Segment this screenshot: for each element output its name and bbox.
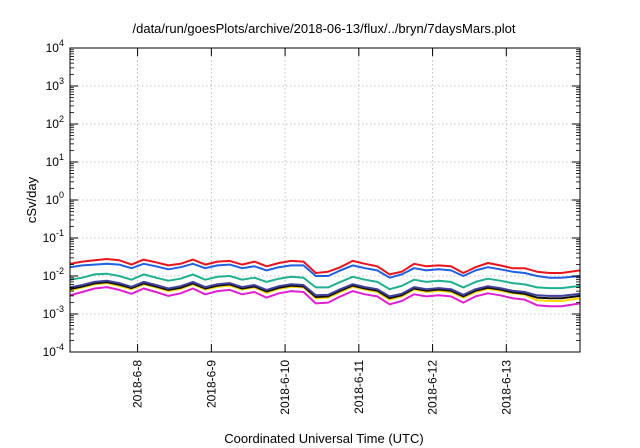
grid-lines <box>70 48 580 352</box>
series-line-4 <box>69 279 581 298</box>
y-tick-label: 104 <box>46 38 64 55</box>
x-tick-label: 2018-6-12 <box>426 360 440 415</box>
y-tick-label: 100 <box>46 190 64 207</box>
series-line-0 <box>69 258 581 276</box>
x-tick-label: 2018-6-10 <box>278 360 292 415</box>
x-tick-label: 2018-6-11 <box>352 360 366 414</box>
y-tick-label: 10-3 <box>43 304 64 321</box>
series-layer <box>69 258 581 308</box>
y-tick-label: 101 <box>46 152 64 169</box>
y-axis: 10-4 10-3 10-2 10-1 100 101 102 103 104 <box>43 38 580 359</box>
y-tick-label: 103 <box>46 76 64 93</box>
series-line-2 <box>69 272 581 291</box>
x-tick-label: 2018-6-13 <box>499 360 513 415</box>
x-tick-label: 2018-6-9 <box>204 360 218 408</box>
y-tick-label: 10-2 <box>43 266 64 283</box>
y-tick-label: 10-1 <box>43 228 64 245</box>
series-line-1 <box>69 262 581 279</box>
y-tick-label: 102 <box>46 114 64 131</box>
chart-title: /data/run/goesPlots/archive/2018-06-13/f… <box>133 21 516 36</box>
x-tick-label: 2018-6-8 <box>131 360 145 408</box>
series-line-5 <box>69 281 581 300</box>
x-axis: 2018-6-8 2018-6-9 2018-6-10 2018-6-11 2018-6… <box>131 48 513 415</box>
x-axis-label: Coordinated Universal Time (UTC) <box>224 431 423 446</box>
y-axis-label: cSv/day <box>24 176 39 223</box>
series-line-3 <box>69 282 581 302</box>
series-line-6 <box>69 286 581 308</box>
y-tick-label: 10-4 <box>43 342 64 359</box>
